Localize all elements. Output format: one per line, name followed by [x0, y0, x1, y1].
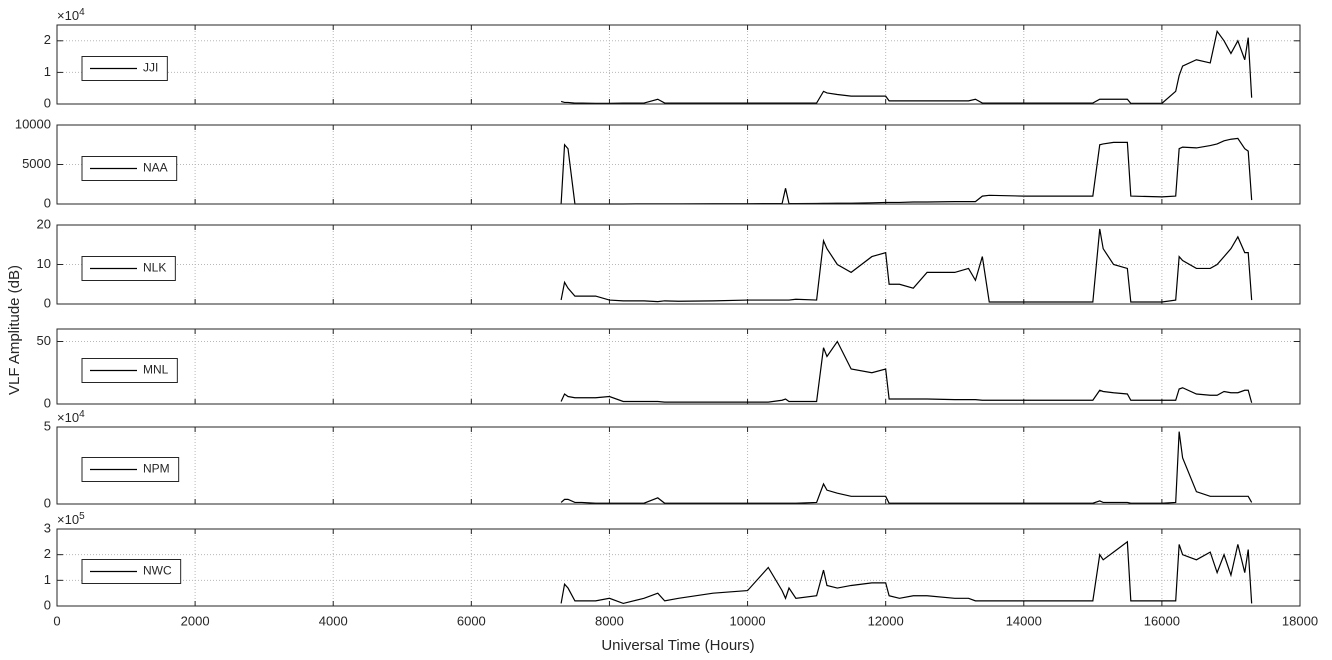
data-line	[560, 540, 1253, 605]
y-tick-label: 10000	[15, 116, 51, 131]
y-tick-label: 10	[37, 256, 51, 271]
y-multiplier-exponent: 5	[79, 511, 85, 522]
x-tick-label: 8000	[595, 613, 624, 628]
y-multiplier-exponent: 4	[79, 7, 85, 18]
legend-label: NWC	[143, 564, 172, 578]
axes-box	[56, 224, 1301, 305]
y-multiplier-base: ×10	[57, 410, 79, 425]
x-tick-label: 0	[53, 613, 60, 628]
y-multiplier-exponent: 4	[79, 409, 85, 420]
legend-label: NAA	[143, 161, 168, 175]
legend-label: NPM	[143, 462, 170, 476]
legend: JJI	[81, 56, 168, 81]
x-tick-label: 18000	[1282, 613, 1318, 628]
plot-area	[57, 427, 1300, 504]
y-tick-label: 20	[37, 216, 51, 231]
x-tick-label: 2000	[181, 613, 210, 628]
data-line	[560, 340, 1253, 403]
legend: MNL	[81, 358, 178, 383]
y-tick-label: 0	[44, 395, 51, 410]
y-multiplier: ×105	[57, 511, 85, 528]
y-multiplier: ×104	[57, 409, 85, 426]
axes-box	[56, 528, 1301, 607]
y-tick-label: 0	[44, 95, 51, 110]
y-tick-label: 2	[44, 546, 51, 561]
legend-label: NLK	[143, 261, 166, 275]
axes-box	[56, 426, 1301, 505]
y-tick-label: 1	[44, 572, 51, 587]
data-line	[560, 228, 1253, 303]
y-tick-label: 0	[44, 195, 51, 210]
x-tick-label: 14000	[1006, 613, 1042, 628]
legend-label: MNL	[143, 363, 169, 377]
data-line	[560, 29, 1253, 104]
data-line	[560, 431, 1253, 504]
legend: NLK	[81, 256, 176, 281]
y-multiplier-base: ×10	[57, 8, 79, 23]
y-tick-label: 0	[44, 295, 51, 310]
plot-area	[57, 25, 1300, 104]
x-tick-label: 4000	[319, 613, 348, 628]
axes-box	[56, 124, 1301, 205]
legend: NPM	[81, 457, 180, 482]
y-tick-label: 2	[44, 32, 51, 47]
y-multiplier: ×104	[57, 7, 85, 24]
y-tick-label: 5000	[22, 156, 51, 171]
legend-label: JJI	[143, 61, 158, 75]
y-multiplier-base: ×10	[57, 512, 79, 527]
x-tick-label: 10000	[729, 613, 765, 628]
x-tick-label: 12000	[868, 613, 904, 628]
x-tick-label: 16000	[1144, 613, 1180, 628]
y-tick-label: 0	[44, 495, 51, 510]
legend: NWC	[81, 559, 182, 584]
x-axis-label: Universal Time (Hours)	[601, 637, 754, 654]
axes-box	[56, 328, 1301, 405]
y-tick-label: 1	[44, 64, 51, 79]
y-tick-label: 3	[44, 520, 51, 535]
y-tick-label: 5	[44, 418, 51, 433]
y-tick-label: 0	[44, 597, 51, 612]
x-tick-label: 6000	[457, 613, 486, 628]
y-axis-label: VLF Amplitude (dB)	[6, 265, 23, 395]
plot-area	[57, 529, 1300, 606]
y-tick-label: 50	[37, 333, 51, 348]
legend: NAA	[81, 156, 178, 181]
axes-box	[56, 24, 1301, 105]
